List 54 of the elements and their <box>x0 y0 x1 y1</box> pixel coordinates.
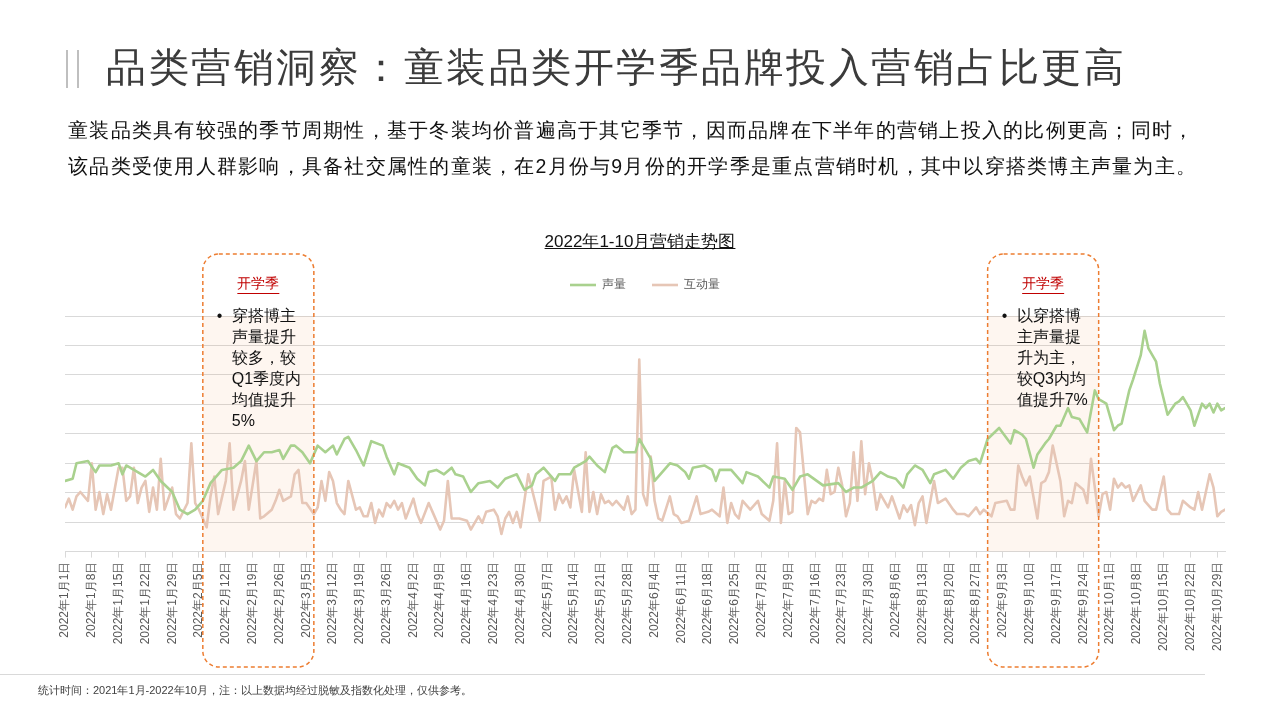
x-tick-label: 2022年10月29日 <box>1209 561 1224 651</box>
band-label: 开学季 <box>1022 274 1065 291</box>
x-tick-label: 2022年6月11日 <box>673 561 688 644</box>
x-tick-label: 2022年4月16日 <box>459 561 474 645</box>
x-tick-label: 2022年10月15日 <box>1156 561 1171 651</box>
x-tick-label: 2022年10月8日 <box>1129 561 1144 645</box>
x-tick-label: 2022年3月19日 <box>352 561 367 645</box>
x-tick-label: 2022年4月9日 <box>432 561 447 638</box>
x-tick-label: 2022年1月1日 <box>57 561 72 638</box>
x-tick-label: 2022年7月16日 <box>807 561 822 645</box>
x-tick-label: 2022年1月22日 <box>137 561 152 645</box>
x-tick-label: 2022年10月1日 <box>1102 561 1117 645</box>
legend-label: 声量 <box>602 277 626 292</box>
annotation: • 以穿搭博主声量提升为主，较Q3内均值提升7% <box>1001 307 1088 409</box>
annotation: • 穿搭博主声量提升较多，较Q1季度内均值提升5% <box>216 307 302 430</box>
x-tick-label: 2022年2月5日 <box>191 561 206 638</box>
chart-title: 品类营销洞察：童装品类开学季品牌投入营销占比更高 <box>106 44 1126 91</box>
x-tick-label: 2022年7月30日 <box>861 561 876 645</box>
text: 2022年1-10月营销走势图 <box>543 231 737 253</box>
x-tick-label: 2022年9月3日 <box>995 561 1010 638</box>
x-tick-label: 2022年8月13日 <box>914 561 929 645</box>
x-tick-label: 2022年7月9日 <box>780 561 795 638</box>
band-label: 开学季 <box>237 274 280 291</box>
x-tick-label: 2022年4月23日 <box>486 561 501 645</box>
x-tick-label: 2022年6月25日 <box>727 561 742 645</box>
x-tick-label: 2022年5月7日 <box>539 561 554 638</box>
x-tick-label: 2022年2月19日 <box>244 561 259 645</box>
x-tick-label: 2022年9月24日 <box>1075 561 1090 645</box>
x-tick-label: 2022年5月14日 <box>566 561 581 645</box>
legend-label: 互动量 <box>684 277 720 292</box>
x-tick-label: 2022年1月29日 <box>164 561 179 645</box>
x-tick-label: 2022年1月15日 <box>110 561 125 645</box>
x-tick-label: 2022年4月2日 <box>405 561 420 638</box>
x-tick-label: 2022年10月22日 <box>1182 561 1197 651</box>
x-tick-label: 2022年7月23日 <box>834 561 849 645</box>
x-tick-label: 2022年2月12日 <box>218 561 233 645</box>
x-tick-label: 2022年9月17日 <box>1048 561 1063 645</box>
x-tick-label: 2022年8月20日 <box>941 561 956 645</box>
x-tick-label: 2022年1月8日 <box>84 561 99 638</box>
x-tick-label: 2022年9月10日 <box>1022 561 1037 645</box>
x-tick-label: 2022年4月30日 <box>512 561 527 645</box>
chart-subtitle: 童装品类具有较强的季节周期性，基于冬装均价普遍高于其它季节，因而品牌在下半年的营销上投入的比例更高；同时，该品类受使用人群影响，具备社交属性的童装，在2月份与9月份的开学季是重点营销时机，其中以穿搭类博主声量为主。 <box>68 118 1199 179</box>
x-tick-label: 2022年2月26日 <box>271 561 286 645</box>
x-tick-label: 2022年7月2日 <box>754 561 769 638</box>
x-tick-label: 2022年3月26日 <box>378 561 393 645</box>
x-tick-label: 2022年5月28日 <box>620 561 635 645</box>
x-tick-label: 2022年3月12日 <box>325 561 340 645</box>
x-tick-label: 2022年6月18日 <box>700 561 715 645</box>
x-tick-label: 2022年6月4日 <box>646 561 661 638</box>
x-tick-label: 2022年8月6日 <box>888 561 903 638</box>
text: 统计时间：2021年1月-2022年10月，注：以上数据均经过脱敏及指数化处理，仅供参考。 <box>38 683 472 698</box>
x-tick-label: 2022年5月21日 <box>593 561 608 645</box>
x-tick-label: 2022年8月27日 <box>968 561 983 645</box>
x-tick-label: 2022年3月5日 <box>298 561 313 638</box>
